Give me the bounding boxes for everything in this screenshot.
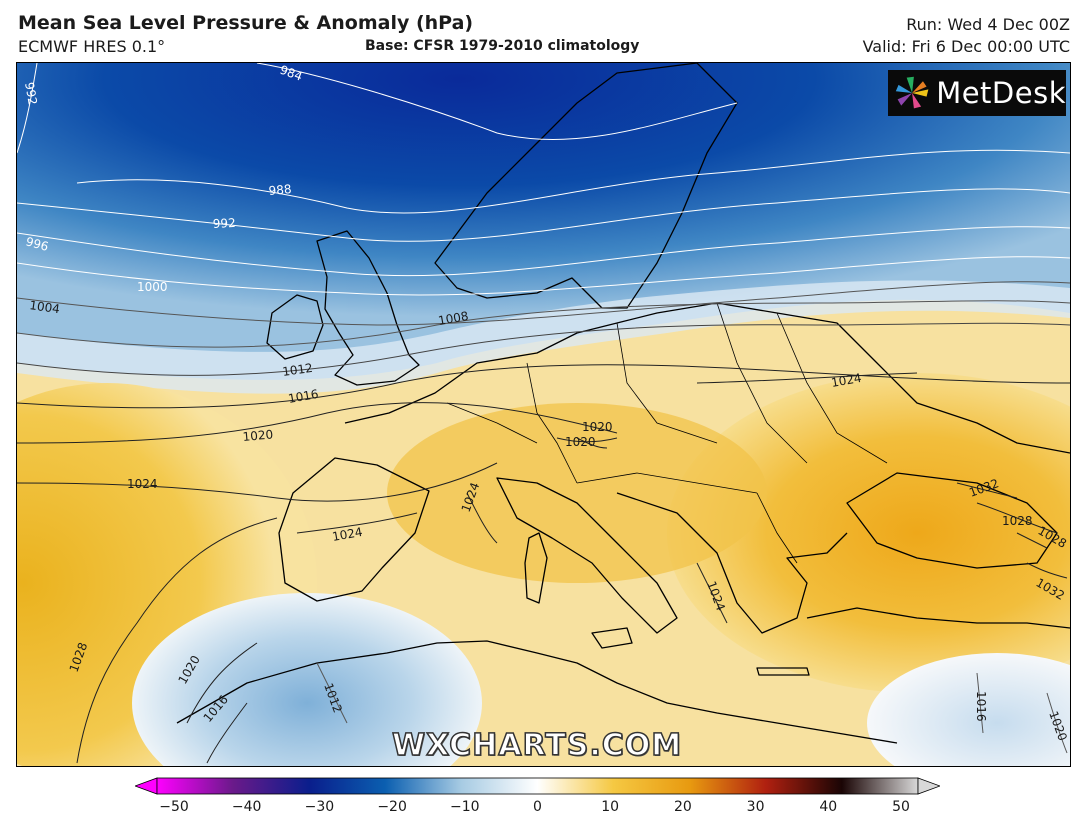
isobar-line — [256, 63, 738, 141]
coastlines — [176, 63, 1070, 744]
isobar-label: 992 — [212, 216, 236, 231]
colorbar-tick: 20 — [673, 799, 692, 815]
colorbar-gradient — [156, 777, 919, 795]
colorbar-tick: −50 — [159, 799, 189, 815]
model-name: ECMWF HRES 0.1° — [18, 37, 166, 56]
isobar-line — [17, 364, 1070, 409]
isobar-label: 992 — [22, 81, 40, 106]
isobar-label: 996 — [24, 234, 50, 253]
isobar-line — [696, 372, 918, 384]
iberia-coast — [278, 457, 430, 602]
isobar-line — [696, 562, 728, 624]
isobar-label: 1024 — [830, 371, 863, 390]
colorbar-tick: 0 — [533, 799, 542, 815]
turkey-coast — [806, 607, 1070, 629]
isobar-line — [1026, 562, 1068, 579]
wxcharts-watermark: WXCHARTS.COM — [391, 727, 683, 764]
great-britain-coast — [316, 230, 420, 386]
colorbar-ticks: −50 −40 −30 −20 −10 0 10 20 30 40 50 — [0, 799, 1088, 819]
isobar-label: 1020 — [582, 420, 613, 434]
high-anomaly-east — [667, 373, 1070, 693]
colorbar-tick: −30 — [304, 799, 335, 815]
country-borders — [446, 302, 888, 564]
sicily — [591, 627, 633, 649]
isobar-label: 1020 — [242, 427, 274, 444]
isobar-label: 1008 — [437, 309, 470, 328]
transition-band — [17, 280, 1070, 394]
isobar-line — [206, 702, 248, 764]
colorbar-tick: −20 — [377, 799, 407, 815]
colorbar-tick: 50 — [892, 799, 910, 815]
isobar-line — [976, 502, 1058, 534]
italy-coast — [496, 477, 678, 634]
high-anomaly-central — [387, 403, 767, 583]
colorbar-tick: −10 — [450, 799, 480, 815]
isobar-line — [186, 642, 258, 724]
colorbar-tick: 30 — [746, 799, 765, 815]
scandinavia-coast — [434, 63, 738, 309]
isobar-label: 1024 — [331, 525, 364, 544]
isobar-line — [17, 188, 1070, 242]
colorbar-tick: 40 — [819, 799, 838, 815]
isobar-line — [466, 492, 498, 544]
colorbar-tick: −40 — [231, 799, 262, 815]
isobar-line — [17, 63, 38, 154]
isobar-line — [17, 322, 1070, 376]
colorbar-min-arrow — [135, 777, 158, 795]
europe-mainland-coast — [344, 302, 1070, 454]
isobar-label: 1004 — [29, 298, 61, 316]
isobar-line — [976, 672, 984, 734]
corsica-sardinia — [524, 532, 548, 604]
climatology-base: Base: CFSR 1979-2010 climatology — [365, 38, 640, 54]
isobar-line — [17, 256, 1070, 296]
isobar-label: 1024 — [127, 477, 158, 491]
isobar-line — [296, 512, 418, 534]
colorbar-tick: 10 — [601, 799, 620, 815]
isobar-label: 1028 — [1002, 514, 1033, 528]
map-title: Mean Sea Level Pressure & Anomaly (hPa) — [18, 12, 474, 34]
metdesk-pinwheel-icon — [895, 76, 929, 109]
isobar-line — [17, 402, 618, 444]
isobar-line — [17, 462, 498, 502]
north-africa-coast — [176, 640, 898, 744]
isobar-line — [556, 437, 618, 443]
crete — [756, 667, 810, 676]
isobar-label: 1016 — [974, 691, 988, 722]
metdesk-logo: MetDesk — [888, 70, 1066, 116]
isobar-label: 1020 — [565, 435, 596, 449]
isobar-line — [76, 149, 1070, 214]
map-panel: 984 988 992 992 996 1000 1004 1008 1012 1016 1020 1… — [16, 62, 1071, 767]
isobar-line — [316, 662, 348, 724]
low-anomaly-southwest — [132, 593, 482, 766]
isobar-line — [576, 437, 608, 449]
isobar-label: 988 — [268, 182, 292, 198]
low-anomaly-southeast — [867, 653, 1070, 766]
colorbar-max-arrow — [917, 777, 940, 795]
isobar-line — [17, 226, 1070, 277]
run-time: Run: Wed 4 Dec 00Z — [906, 15, 1070, 34]
valid-time: Valid: Fri 6 Dec 00:00 UTC — [862, 37, 1070, 56]
isobar-label: 1000 — [137, 280, 168, 294]
isobar-line — [17, 281, 1070, 326]
balkans-coast — [616, 492, 848, 634]
isobar-line — [76, 517, 278, 764]
metdesk-logo-text: MetDesk — [936, 76, 1066, 110]
isobar-line — [1016, 532, 1048, 549]
isobar-line — [17, 300, 1070, 348]
isobar-line — [1046, 692, 1068, 754]
colorbar — [135, 777, 940, 795]
isobar-label: 1012 — [281, 361, 313, 379]
isobar-line — [956, 482, 1018, 499]
isobar-label: 1016 — [287, 387, 320, 406]
